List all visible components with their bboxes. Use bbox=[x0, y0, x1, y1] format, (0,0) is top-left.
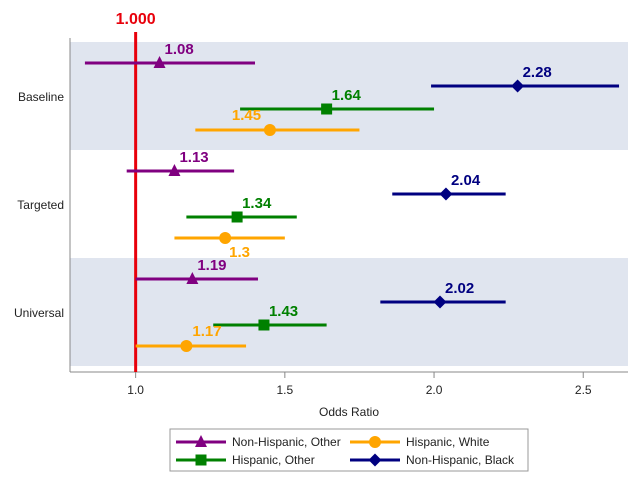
x-tick-label: 1.5 bbox=[277, 383, 294, 397]
data-label-hispanic-other: 1.64 bbox=[332, 87, 362, 104]
x-axis-title: Odds Ratio bbox=[319, 405, 379, 419]
y-tick-label-targeted: Targeted bbox=[17, 198, 64, 212]
series-marks: 1.08 1.13 1.19 1.64 1.34 1.43 1.45 1.3 1.17 2.28 2… bbox=[84, 41, 620, 352]
point-hispanic-white bbox=[180, 340, 193, 352]
data-label-non-hispanic-other: 1.13 bbox=[179, 149, 208, 166]
y-tick-label-universal: Universal bbox=[14, 306, 64, 320]
reference-line-group: 1.000 bbox=[116, 11, 156, 372]
point-hispanic-white bbox=[263, 124, 276, 136]
legend-label-hispanic-white: Hispanic, White bbox=[406, 435, 490, 449]
reference-line-label: 1.000 bbox=[116, 11, 156, 28]
data-label-non-hispanic-other: 1.19 bbox=[197, 257, 226, 274]
legend-marker-non-hispanic-black bbox=[368, 453, 382, 467]
legend-label-non-hispanic-black: Non-Hispanic, Black bbox=[406, 453, 515, 467]
legend-box bbox=[169, 428, 529, 472]
data-label-non-hispanic-black: 2.28 bbox=[523, 64, 552, 81]
legend-marker-non-hispanic-other bbox=[195, 435, 207, 447]
point-hispanic-other bbox=[258, 319, 270, 331]
x-tick-label: 1.0 bbox=[127, 383, 144, 397]
x-tick-label: 2.5 bbox=[575, 383, 592, 397]
data-label-hispanic-other: 1.43 bbox=[269, 303, 298, 320]
point-non-hispanic-other bbox=[153, 56, 166, 68]
legend: Non-Hispanic, Other Hispanic, White Hispan… bbox=[169, 428, 529, 472]
point-non-hispanic-black bbox=[433, 295, 447, 309]
band-universal bbox=[70, 258, 628, 366]
legend-label-hispanic-other: Hispanic, Other bbox=[232, 453, 315, 467]
band-baseline bbox=[70, 42, 628, 150]
point-hispanic-white bbox=[219, 232, 232, 244]
point-non-hispanic-black bbox=[511, 79, 525, 93]
point-non-hispanic-other bbox=[168, 164, 181, 176]
point-non-hispanic-black bbox=[439, 187, 453, 201]
point-hispanic-other bbox=[231, 211, 243, 223]
point-hispanic-other bbox=[321, 103, 333, 115]
data-label-hispanic-other: 1.34 bbox=[242, 195, 272, 212]
data-label-non-hispanic-black: 2.02 bbox=[445, 280, 474, 297]
legend-label-non-hispanic-other: Non-Hispanic, Other bbox=[232, 435, 341, 449]
group-bands bbox=[70, 42, 628, 366]
x-tick-label: 2.0 bbox=[426, 383, 443, 397]
data-label-non-hispanic-other: 1.08 bbox=[165, 41, 194, 58]
data-label-hispanic-white: 1.17 bbox=[192, 323, 221, 340]
legend-marker-hispanic-other bbox=[195, 454, 207, 466]
data-label-hispanic-white: 1.45 bbox=[232, 107, 261, 124]
data-label-hispanic-white: 1.3 bbox=[229, 244, 250, 261]
data-label-non-hispanic-black: 2.04 bbox=[451, 172, 481, 189]
point-non-hispanic-other bbox=[186, 272, 199, 284]
axes: 1.0 1.5 2.0 2.5 Odds Ratio Baseline Targeted Un… bbox=[14, 38, 628, 419]
y-tick-label-baseline: Baseline bbox=[18, 90, 64, 104]
legend-marker-hispanic-white bbox=[369, 436, 381, 448]
